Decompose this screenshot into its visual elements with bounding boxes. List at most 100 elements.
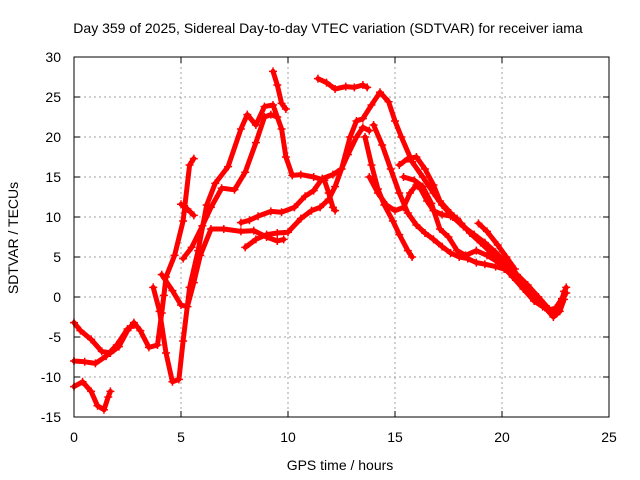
x-tick-label: 10: [280, 429, 296, 445]
data-point: [493, 241, 502, 249]
data-point: [483, 227, 492, 236]
data-point: [277, 125, 286, 133]
tick-labels: 0 5 10 15 20 25 -15 -10 -5 0 5 10 15 20 25 30: [41, 49, 617, 445]
data-point: [174, 375, 183, 384]
data-point: [418, 173, 427, 181]
series-trace-3: [71, 379, 113, 413]
data-point: [418, 182, 427, 191]
data-point: [435, 197, 444, 205]
data-point: [249, 226, 258, 235]
data-point: [324, 195, 333, 204]
data-point: [438, 210, 447, 219]
data-point: [352, 117, 361, 125]
data-point: [183, 205, 192, 213]
data-point: [262, 230, 271, 239]
data-point: [211, 179, 220, 188]
data-point: [420, 229, 429, 237]
data-point: [491, 262, 500, 271]
data-point: [177, 200, 185, 209]
data-point: [162, 349, 171, 357]
y-tick-label: -15: [41, 409, 61, 425]
data-point: [168, 286, 177, 295]
data-point: [472, 246, 481, 255]
data-point: [551, 304, 560, 313]
data-point: [185, 161, 194, 169]
data-point: [202, 201, 211, 209]
data-point: [397, 133, 406, 141]
data-point: [557, 294, 566, 303]
data-point: [260, 113, 269, 121]
data-point: [412, 221, 421, 229]
data-point: [76, 326, 85, 335]
data-point: [502, 253, 511, 261]
data-point: [189, 154, 198, 163]
data-point: [224, 162, 233, 171]
data-point: [269, 101, 278, 109]
data-point: [189, 211, 198, 220]
data-point: [183, 302, 192, 311]
data-point: [179, 217, 188, 225]
data-point: [472, 258, 481, 267]
data-point: [429, 235, 438, 244]
data-point: [301, 192, 310, 201]
data-point: [243, 110, 252, 119]
data-point: [241, 168, 250, 177]
data-point: [296, 170, 305, 179]
y-tick-label: -5: [49, 329, 62, 345]
data-point: [279, 235, 288, 244]
data-point: [273, 237, 282, 245]
data-point: [388, 217, 397, 225]
data-point: [562, 283, 571, 292]
data-point: [346, 133, 355, 141]
data-point: [493, 257, 502, 266]
data-point: [236, 227, 245, 236]
x-tick-label: 0: [70, 429, 78, 445]
data-point: [461, 251, 470, 260]
data-point: [382, 201, 391, 209]
data-point: [179, 254, 188, 263]
data-point: [187, 243, 196, 252]
data-point: [545, 305, 554, 314]
y-tick-label: 30: [45, 49, 61, 65]
data-point: [307, 206, 316, 215]
data-point: [446, 209, 455, 217]
data-point: [206, 225, 215, 233]
data-point: [144, 343, 153, 352]
series-trace-11: [315, 76, 370, 92]
data-point: [530, 297, 539, 305]
data-point: [403, 246, 412, 255]
data-point: [189, 278, 198, 287]
data-point: [277, 99, 286, 108]
data-point: [78, 377, 87, 386]
x-axis-label: GPS time / hours: [287, 457, 394, 473]
data-point: [177, 301, 185, 309]
data-point: [230, 185, 239, 194]
y-tick-label: 0: [53, 289, 61, 305]
data-point: [358, 123, 367, 132]
data-point: [219, 225, 228, 233]
data-point: [93, 401, 102, 410]
data-point: [97, 347, 106, 356]
data-point: [196, 251, 205, 260]
data-point: [358, 81, 367, 89]
data-point: [281, 153, 290, 161]
data-point: [149, 283, 158, 292]
data-point: [365, 126, 374, 135]
data-point: [322, 78, 331, 87]
data-point: [331, 182, 340, 191]
data-point: [358, 114, 367, 123]
x-tick-label: 20: [494, 429, 510, 445]
data-point: [241, 243, 250, 252]
data-point: [316, 203, 325, 212]
y-tick-label: 25: [45, 89, 61, 105]
data-point: [123, 325, 132, 333]
data-point: [170, 251, 179, 260]
data-point: [251, 138, 260, 147]
data-point: [206, 203, 215, 212]
data-point: [365, 173, 374, 181]
data-point: [465, 229, 474, 237]
data-point: [198, 221, 207, 230]
x-tick-label: 5: [177, 429, 185, 445]
data-point: [153, 341, 162, 349]
